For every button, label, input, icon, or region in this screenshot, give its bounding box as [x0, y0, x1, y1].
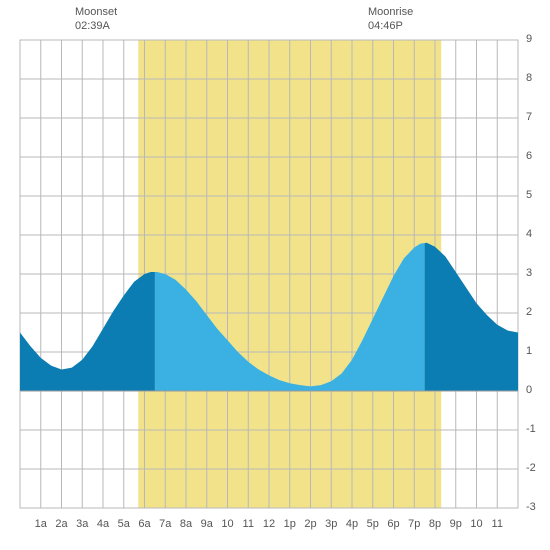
x-tick: 4a	[94, 518, 112, 530]
y-tick: -1	[526, 423, 536, 435]
x-tick: 8a	[177, 518, 195, 530]
x-tick: 1a	[32, 518, 50, 530]
x-tick: 11	[239, 518, 257, 530]
y-tick: 4	[526, 228, 532, 240]
x-tick: 3p	[322, 518, 340, 530]
y-tick: -2	[526, 462, 536, 474]
y-tick: 1	[526, 345, 532, 357]
tide-chart: Moonset 02:39A Moonrise 04:46P -3-2-1012…	[0, 0, 550, 550]
x-tick: 5p	[364, 518, 382, 530]
x-tick: 8p	[426, 518, 444, 530]
x-tick: 9a	[198, 518, 216, 530]
y-tick: 3	[526, 267, 532, 279]
x-tick: 4p	[343, 518, 361, 530]
chart-svg	[0, 0, 550, 550]
x-tick: 2a	[53, 518, 71, 530]
x-tick: 12	[260, 518, 278, 530]
y-tick: 6	[526, 150, 532, 162]
x-tick: 10	[219, 518, 237, 530]
x-tick: 10	[468, 518, 486, 530]
y-tick: 8	[526, 72, 532, 84]
x-tick: 9p	[447, 518, 465, 530]
x-tick: 7p	[405, 518, 423, 530]
y-tick: 5	[526, 189, 532, 201]
x-tick: 2p	[302, 518, 320, 530]
x-tick: 6a	[136, 518, 154, 530]
x-tick: 6p	[385, 518, 403, 530]
x-tick: 1p	[281, 518, 299, 530]
x-tick: 5a	[115, 518, 133, 530]
y-tick: 2	[526, 306, 532, 318]
x-tick: 11	[488, 518, 506, 530]
x-tick: 7a	[156, 518, 174, 530]
y-tick: -3	[526, 501, 536, 513]
y-tick: 0	[526, 384, 532, 396]
x-tick: 3a	[73, 518, 91, 530]
y-tick: 9	[526, 33, 532, 45]
y-tick: 7	[526, 111, 532, 123]
